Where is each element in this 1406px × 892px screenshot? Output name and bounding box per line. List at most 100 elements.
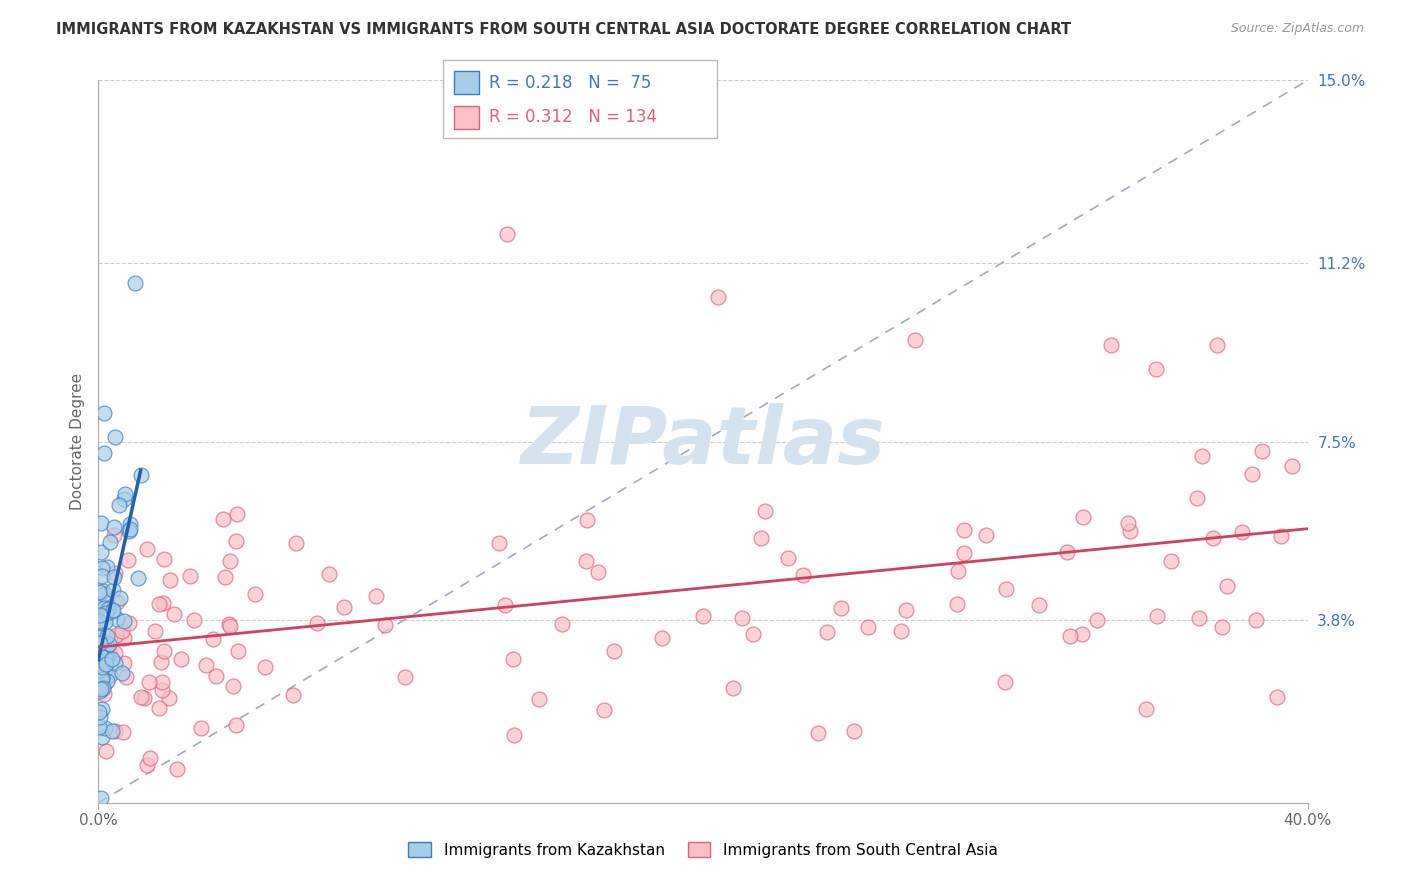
Point	[129, 468, 152, 483]
Point	[219, 619, 242, 633]
Point	[139, 751, 162, 765]
Point	[994, 675, 1017, 690]
Point	[592, 703, 614, 717]
Text: Source: ZipAtlas.com: Source: ZipAtlas.com	[1230, 22, 1364, 36]
Point	[89, 659, 111, 673]
Point	[112, 724, 135, 739]
Point	[93, 687, 115, 701]
Point	[89, 720, 111, 734]
Point	[108, 591, 131, 606]
Point	[89, 598, 111, 612]
Point	[104, 724, 127, 739]
Point	[651, 631, 673, 645]
Point	[1028, 598, 1050, 612]
Point	[135, 758, 157, 772]
Point	[1281, 458, 1303, 473]
Point	[494, 598, 516, 612]
Point	[90, 568, 112, 582]
Point	[332, 600, 354, 615]
Point	[94, 657, 117, 671]
Point	[707, 290, 730, 304]
Point	[91, 584, 114, 599]
Point	[201, 632, 224, 646]
Point	[89, 683, 111, 698]
Point	[856, 620, 879, 634]
Point	[243, 587, 266, 601]
Point	[87, 614, 110, 628]
Point	[603, 644, 626, 658]
Point	[394, 670, 416, 684]
Point	[117, 553, 139, 567]
Point	[305, 616, 328, 631]
Point	[159, 573, 181, 587]
Point	[124, 276, 146, 290]
Point	[1244, 613, 1267, 627]
Point	[1135, 702, 1157, 716]
Point	[225, 534, 247, 549]
Point	[1185, 491, 1208, 505]
Point	[87, 630, 110, 644]
Point	[89, 663, 111, 677]
Point	[1116, 516, 1139, 530]
Point	[105, 612, 128, 626]
Text: R = 0.312   N = 134: R = 0.312 N = 134	[489, 108, 657, 126]
Point	[1267, 690, 1289, 704]
Point	[117, 615, 139, 630]
Point	[101, 604, 124, 618]
Point	[1059, 629, 1081, 643]
Point	[118, 524, 141, 539]
Point	[94, 744, 117, 758]
Point	[1146, 362, 1168, 376]
Point	[1206, 338, 1229, 352]
Point	[98, 668, 121, 682]
Point	[586, 565, 609, 579]
Point	[152, 596, 174, 610]
Point	[152, 551, 174, 566]
Point	[904, 334, 927, 348]
Point	[89, 710, 111, 724]
Point	[205, 669, 228, 683]
Point	[108, 499, 131, 513]
Point	[1187, 611, 1209, 625]
Point	[153, 643, 176, 657]
Point	[90, 731, 112, 745]
Point	[101, 603, 124, 617]
Point	[90, 649, 112, 664]
Text: IMMIGRANTS FROM KAZAKHSTAN VS IMMIGRANTS FROM SOUTH CENTRAL ASIA DOCTORATE DEGRE: IMMIGRANTS FROM KAZAKHSTAN VS IMMIGRANTS…	[56, 22, 1071, 37]
Point	[104, 657, 127, 671]
Point	[366, 589, 388, 603]
Point	[1160, 554, 1182, 568]
Point	[551, 616, 574, 631]
Point	[527, 692, 550, 706]
Point	[91, 672, 114, 686]
Point	[946, 564, 969, 578]
Point	[136, 541, 159, 556]
Point	[90, 791, 112, 805]
Point	[225, 507, 247, 521]
Point	[89, 614, 111, 628]
Legend: Immigrants from Kazakhstan, Immigrants from South Central Asia: Immigrants from Kazakhstan, Immigrants f…	[402, 836, 1004, 863]
Point	[1099, 338, 1122, 352]
Point	[103, 528, 125, 542]
Point	[974, 527, 997, 541]
Point	[219, 554, 242, 568]
Point	[90, 682, 112, 697]
Point	[815, 624, 838, 639]
Point	[104, 430, 127, 444]
Point	[495, 227, 517, 242]
Point	[120, 522, 142, 536]
Point	[692, 608, 714, 623]
Point	[103, 569, 125, 583]
Point	[502, 652, 524, 666]
Point	[103, 583, 125, 598]
Point	[101, 652, 124, 666]
Point	[318, 567, 340, 582]
Point	[721, 681, 744, 696]
Point	[1085, 613, 1108, 627]
Point	[89, 608, 111, 623]
Point	[503, 728, 526, 742]
Point	[87, 585, 110, 599]
Point	[281, 688, 304, 702]
Point	[96, 649, 118, 664]
Point	[96, 559, 118, 574]
